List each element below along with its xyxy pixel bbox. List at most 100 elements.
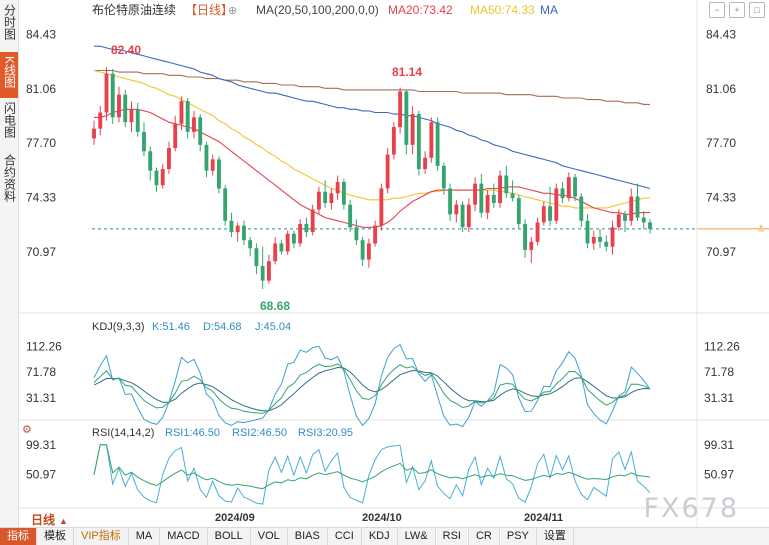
price-tick-left: 84.43 [26,27,56,41]
candle-body [329,193,334,204]
tab-contract-info[interactable]: 合约资料 [0,154,18,212]
rsi-tick: 50.97 [704,467,734,481]
tab-cr[interactable]: CR [469,528,500,545]
candle-body [173,123,178,149]
candle-body [204,144,209,171]
candle-body [310,209,315,233]
rsi-axis: 99.31 99.31 50.97 50.97 [26,438,734,481]
tab-kline[interactable]: K线图 [0,52,18,98]
candle-body [198,117,203,145]
kline-chart[interactable]: 布伦特原油连续 【日线】 ⊕ MA(20,50,100,200,0,0) MA 2… [0,0,769,527]
candle-body [548,206,552,221]
rsi-title: RSI(14,14,2) [92,427,154,439]
candle-body [648,222,652,229]
candle-body [423,157,428,170]
candle-body [279,243,284,252]
candle-body [410,114,415,145]
candle-body [160,169,165,186]
tab-time-sharing[interactable]: 分时图 [0,4,18,48]
candle-body [454,204,459,215]
candle-body [192,117,196,132]
candle-body [529,241,534,250]
tab-ma[interactable]: MA [129,528,161,545]
candle-body [285,233,290,252]
candle-body [235,225,240,233]
tab-boll[interactable]: BOLL [208,528,251,545]
candles [92,67,652,290]
candle-body [210,159,215,171]
kdj-tick: 71.78 [704,365,734,379]
ma20-line [94,108,651,228]
candle-body [117,94,121,118]
candle-body [391,127,396,155]
settings-gear-icon[interactable]: ⚙ [22,424,32,436]
tab-label: 分时图 [2,4,17,40]
candle-body [598,236,602,242]
candle-body [641,217,646,223]
kdj-j-line [93,343,651,428]
tab-vol[interactable]: VOL [251,528,288,545]
candle-body [535,222,540,242]
tab-rsi[interactable]: RSI [436,528,469,545]
candle-body [167,148,171,170]
tab-bias[interactable]: BIAS [288,528,328,545]
tab-vip-indicator[interactable]: VIP指标 [74,528,129,545]
candle-body [429,122,434,158]
tab-template[interactable]: 模板 [37,528,74,545]
tab-label: 闪电图 [2,102,17,138]
candle-body [566,177,571,199]
candle-body [291,233,296,244]
candle-body [217,159,221,189]
date-label: 2024/10 [362,512,402,524]
indicator-tab-bar: 指标 模板 VIP指标 MA MACD BOLL VOL BIAS CCI KD… [0,527,769,545]
ma50-line [93,69,651,209]
candle-body [241,225,246,241]
candle-body [229,220,234,233]
candle-body [554,188,559,221]
candle-body [92,128,96,139]
candle-body [510,193,515,199]
price-tick: 70.97 [706,245,736,259]
tab-kdj[interactable]: KDJ [362,528,398,545]
candle-body [398,91,403,128]
candle-body [635,196,640,218]
candle-body [473,183,478,205]
tab-lw[interactable]: LW& [398,528,436,545]
ma-more: MA [540,3,558,17]
kdj-title: KDJ(9,3,3) [92,321,145,333]
tab-lightning[interactable]: 闪电图 [0,102,18,146]
candle-body [573,177,577,197]
candle-body [435,122,440,166]
tab-macd[interactable]: MACD [160,528,208,545]
tab-settings[interactable]: 设置 [537,528,574,545]
tab-cci[interactable]: CCI [328,528,362,545]
candle-body [123,94,128,123]
candle-body [304,224,309,233]
kdj-d: D:54.68 [203,321,242,333]
tab-psy[interactable]: PSY [500,528,537,545]
candle-body [223,188,228,221]
kdj-k-line [93,363,651,414]
kdj-tick-left: 112.26 [26,339,62,353]
plus-icon[interactable]: + [729,2,745,18]
candle-body [579,196,584,221]
candle-body [448,188,453,215]
period-selector[interactable]: 日线 ▲ [31,511,68,528]
candle-body [104,73,109,113]
maximize-icon[interactable]: □ [749,2,765,18]
kdj-tick: 31.31 [704,391,734,405]
rsi3-value: RSI3:20.95 [298,427,353,439]
rsi-tick-left: 99.31 [26,438,56,452]
tab-indicator[interactable]: 指标 [0,528,37,545]
kdj-axis: 112.26 112.26 71.78 71.78 31.31 31.31 [26,339,740,405]
minus-icon[interactable]: − [709,2,725,18]
period-label[interactable]: 【日线】 [185,3,233,17]
candle-body [348,204,353,228]
ma-params: MA(20,50,100,200,0,0) [256,3,379,17]
instrument-name: 布伦特原油连续 [92,2,176,17]
price-tick-left: 74.33 [26,191,56,205]
candle-body [248,240,253,249]
rsi1-value: RSI1:46.50 [165,427,220,439]
candle-body [466,204,471,228]
circle-plus-icon[interactable]: ⊕ [228,5,237,17]
